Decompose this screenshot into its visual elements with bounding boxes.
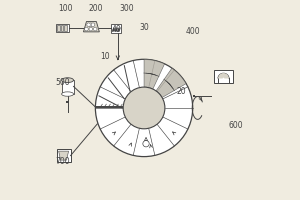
Text: 200: 200: [88, 4, 103, 13]
Circle shape: [143, 141, 149, 147]
Wedge shape: [156, 68, 186, 98]
Text: 30: 30: [139, 23, 149, 32]
Bar: [56, 24, 69, 32]
Text: 600: 600: [229, 121, 243, 130]
Text: 10: 10: [100, 52, 110, 61]
Polygon shape: [58, 151, 69, 160]
Polygon shape: [83, 22, 99, 32]
Bar: [214, 70, 233, 83]
Ellipse shape: [61, 92, 74, 96]
Text: 500: 500: [56, 78, 70, 87]
Text: 300: 300: [119, 4, 134, 13]
Bar: [61, 25, 63, 31]
Text: 700: 700: [56, 157, 70, 166]
Circle shape: [123, 87, 165, 129]
Bar: [193, 95, 195, 97]
Ellipse shape: [61, 78, 74, 83]
Bar: [57, 149, 70, 162]
Text: 40: 40: [111, 25, 121, 34]
Wedge shape: [218, 73, 229, 78]
Bar: [61, 80, 74, 94]
Text: 100: 100: [58, 4, 73, 13]
Circle shape: [89, 27, 93, 31]
Circle shape: [87, 23, 90, 27]
Bar: [111, 24, 121, 33]
Bar: [64, 25, 67, 31]
Circle shape: [93, 27, 97, 31]
Bar: [57, 25, 60, 31]
Text: 400: 400: [186, 27, 200, 36]
Circle shape: [95, 59, 193, 157]
Text: 20: 20: [177, 87, 186, 96]
Circle shape: [85, 27, 88, 31]
Bar: [66, 101, 69, 103]
Circle shape: [89, 23, 93, 27]
Wedge shape: [144, 59, 165, 89]
Circle shape: [91, 23, 95, 27]
